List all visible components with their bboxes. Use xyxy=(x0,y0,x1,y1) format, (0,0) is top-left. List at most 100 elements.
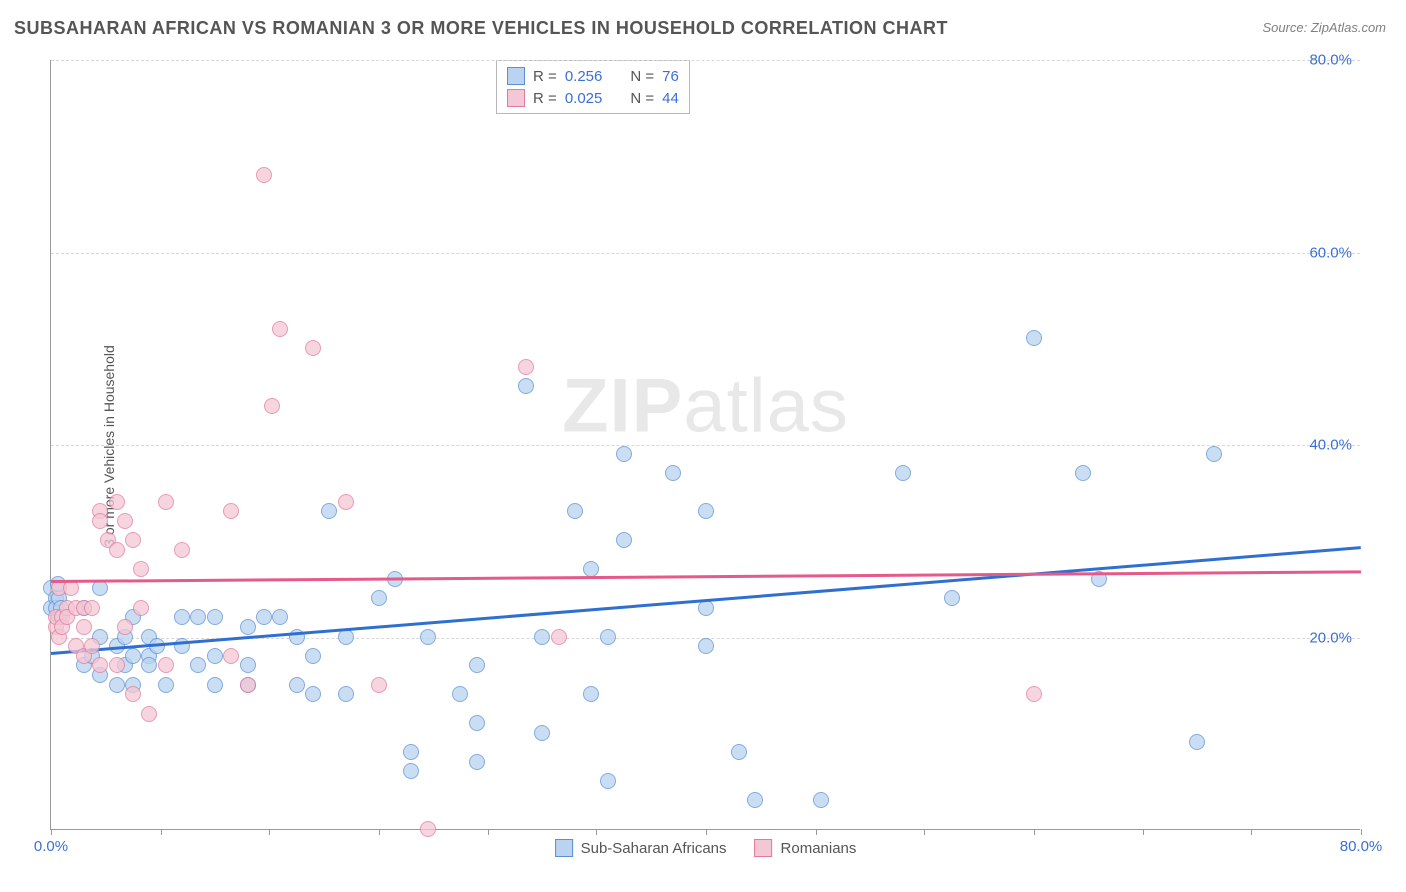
scatter-point xyxy=(84,600,100,616)
scatter-point xyxy=(264,398,280,414)
scatter-point xyxy=(133,600,149,616)
x-legend-label: Sub-Saharan Africans xyxy=(581,840,727,857)
scatter-point xyxy=(731,744,747,760)
scatter-point xyxy=(1206,446,1222,462)
scatter-point xyxy=(469,715,485,731)
scatter-point xyxy=(240,677,256,693)
scatter-point xyxy=(117,513,133,529)
x-legend-item: Sub-Saharan Africans xyxy=(555,839,727,857)
scatter-point xyxy=(1026,686,1042,702)
gridline-horizontal xyxy=(51,253,1360,254)
r-value: 0.256 xyxy=(565,68,603,85)
x-tick-mark xyxy=(596,829,597,835)
gridline-horizontal xyxy=(51,60,1360,61)
scatter-point xyxy=(567,503,583,519)
scatter-point xyxy=(174,609,190,625)
scatter-point xyxy=(207,648,223,664)
scatter-point xyxy=(616,532,632,548)
scatter-point xyxy=(190,657,206,673)
scatter-point xyxy=(117,619,133,635)
watermark-text: ZIPatlas xyxy=(562,363,849,450)
scatter-point xyxy=(944,590,960,606)
scatter-point xyxy=(1075,465,1091,481)
scatter-point xyxy=(109,657,125,673)
scatter-point xyxy=(109,542,125,558)
stats-row: R = 0.025 N = 44 xyxy=(507,87,679,109)
x-axis-legend: Sub-Saharan Africans Romanians xyxy=(555,839,857,857)
legend-swatch xyxy=(507,89,525,107)
x-tick-mark xyxy=(379,829,380,835)
x-tick-mark xyxy=(1034,829,1035,835)
r-label: R = xyxy=(533,90,557,107)
scatter-point xyxy=(469,657,485,673)
scatter-point xyxy=(76,619,92,635)
scatter-point xyxy=(174,542,190,558)
scatter-point xyxy=(1189,734,1205,750)
y-tick-label: 40.0% xyxy=(1309,437,1352,454)
scatter-point xyxy=(371,677,387,693)
n-label: N = xyxy=(630,90,654,107)
scatter-point xyxy=(92,513,108,529)
scatter-point xyxy=(813,792,829,808)
x-tick-mark xyxy=(269,829,270,835)
scatter-point xyxy=(747,792,763,808)
scatter-point xyxy=(125,686,141,702)
scatter-point xyxy=(305,340,321,356)
scatter-point xyxy=(125,648,141,664)
scatter-point xyxy=(616,446,632,462)
scatter-point xyxy=(141,657,157,673)
scatter-point xyxy=(305,648,321,664)
plot-area: ZIPatlas R =0.256N =76R =0.025N =44 Sub-… xyxy=(50,60,1360,830)
scatter-point xyxy=(109,677,125,693)
legend-swatch xyxy=(507,67,525,85)
scatter-point xyxy=(272,609,288,625)
scatter-point xyxy=(534,629,550,645)
scatter-point xyxy=(92,580,108,596)
scatter-point xyxy=(158,677,174,693)
scatter-point xyxy=(272,321,288,337)
x-legend-item: Romanians xyxy=(755,839,857,857)
stats-legend: R =0.256N =76R =0.025N =44 xyxy=(496,60,690,114)
scatter-point xyxy=(895,465,911,481)
scatter-point xyxy=(207,677,223,693)
x-tick-mark xyxy=(706,829,707,835)
scatter-point xyxy=(452,686,468,702)
scatter-point xyxy=(338,686,354,702)
legend-swatch xyxy=(755,839,773,857)
scatter-point xyxy=(158,494,174,510)
scatter-point xyxy=(223,648,239,664)
y-tick-label: 20.0% xyxy=(1309,629,1352,646)
scatter-point xyxy=(371,590,387,606)
x-tick-mark xyxy=(924,829,925,835)
scatter-point xyxy=(338,494,354,510)
n-label: N = xyxy=(630,68,654,85)
scatter-point xyxy=(583,686,599,702)
x-tick-mark xyxy=(51,829,52,835)
n-value: 44 xyxy=(662,90,679,107)
x-tick-mark xyxy=(1361,829,1362,835)
chart-title: SUBSAHARAN AFRICAN VS ROMANIAN 3 OR MORE… xyxy=(14,18,948,39)
scatter-point xyxy=(518,359,534,375)
scatter-point xyxy=(420,821,436,837)
y-tick-label: 80.0% xyxy=(1309,52,1352,69)
scatter-point xyxy=(63,580,79,596)
scatter-point xyxy=(84,638,100,654)
gridline-horizontal xyxy=(51,445,1360,446)
x-tick-mark xyxy=(1251,829,1252,835)
scatter-point xyxy=(158,657,174,673)
source-attribution: Source: ZipAtlas.com xyxy=(1262,20,1386,35)
r-label: R = xyxy=(533,68,557,85)
scatter-point xyxy=(125,532,141,548)
x-tick-mark xyxy=(1143,829,1144,835)
watermark-bold: ZIP xyxy=(562,364,683,449)
scatter-point xyxy=(305,686,321,702)
scatter-point xyxy=(133,561,149,577)
scatter-point xyxy=(600,629,616,645)
r-value: 0.025 xyxy=(565,90,603,107)
scatter-point xyxy=(698,638,714,654)
x-legend-label: Romanians xyxy=(781,840,857,857)
scatter-point xyxy=(1026,330,1042,346)
scatter-point xyxy=(403,744,419,760)
scatter-point xyxy=(141,706,157,722)
x-tick-label: 0.0% xyxy=(34,838,68,855)
